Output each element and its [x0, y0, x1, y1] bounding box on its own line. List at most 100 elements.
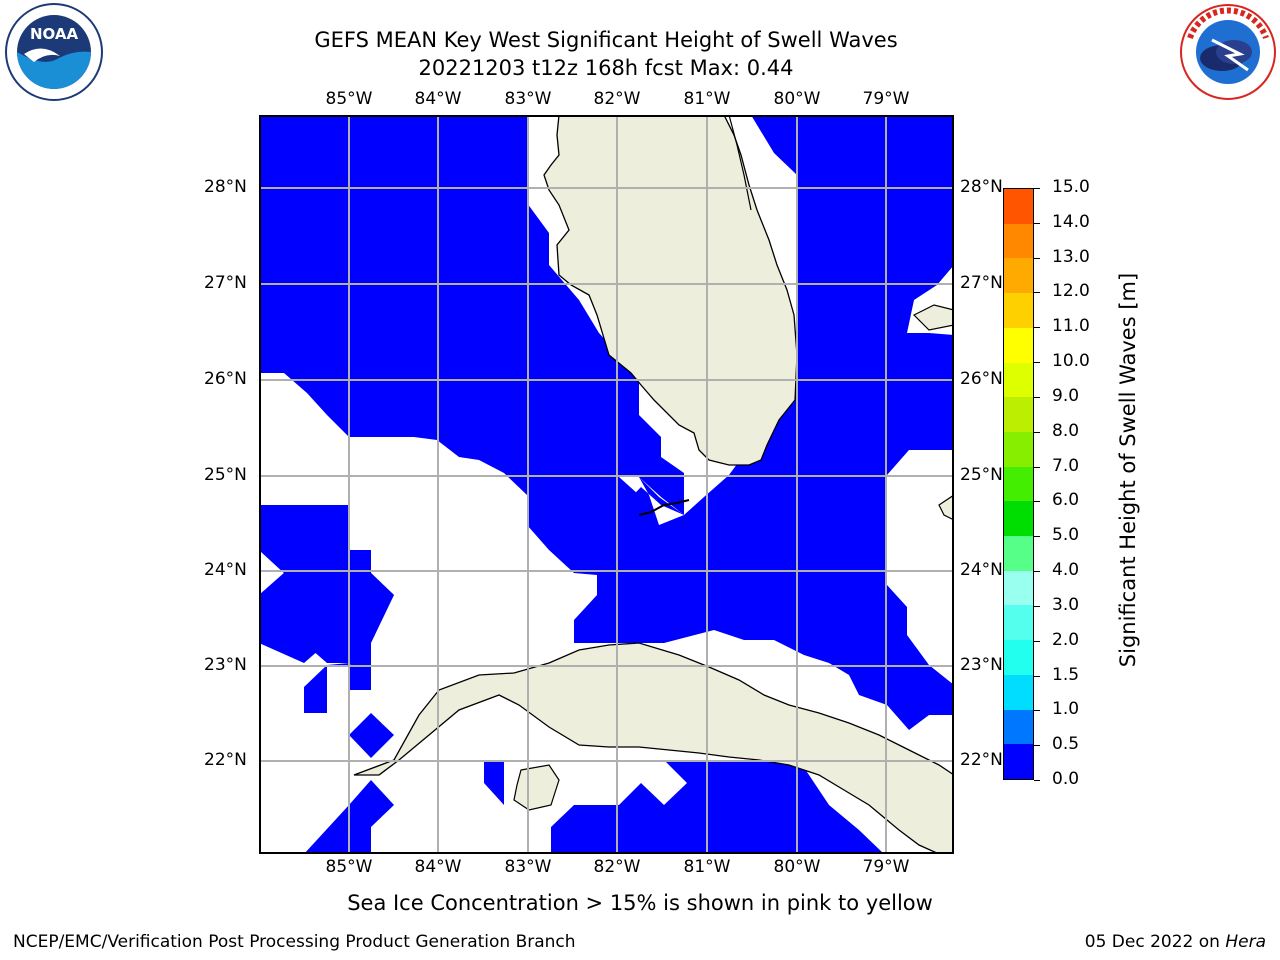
map-subtitle: 20221203 t12z 168h fcst Max: 0.44	[418, 56, 794, 80]
colorbar-segment	[1004, 501, 1033, 537]
colorbar-segment	[1004, 362, 1033, 398]
nws-logo	[1178, 2, 1278, 102]
lat-label-left-28n: 28°N	[204, 177, 247, 197]
footer-credit: NCEP/EMC/Verification Post Processing Pr…	[13, 932, 576, 952]
sea-ice-note: Sea Ice Concentration > 15% is shown in …	[347, 891, 933, 915]
colorbar-tick-mark	[1034, 501, 1040, 503]
colorbar-tick-label: 9.0	[1052, 385, 1080, 406]
lon-label-top-81w: 81°W	[683, 89, 731, 109]
colorbar-tick-label: 1.5	[1052, 664, 1080, 685]
colorbar-segment	[1004, 397, 1033, 432]
colorbar-tick-label: 11.0	[1052, 316, 1090, 337]
colorbar-tick-label: 8.0	[1052, 420, 1080, 441]
colorbar-tick-mark	[1034, 675, 1040, 677]
footer-date-text: 05 Dec 2022 on	[1084, 932, 1226, 952]
lon-label-top-82w: 82°W	[593, 89, 641, 109]
lat-label-right-27n: 27°N	[960, 273, 1003, 293]
lon-label-top-85w: 85°W	[325, 89, 373, 109]
swell-field-sw	[259, 550, 394, 690]
map-panel	[259, 114, 955, 855]
lon-label-top-79w: 79°W	[862, 89, 910, 109]
lon-label-bottom-85w: 85°W	[325, 857, 373, 877]
colorbar-segment	[1004, 466, 1033, 502]
swell-patch-5	[551, 760, 884, 854]
colorbar-tick-mark	[1034, 536, 1040, 538]
lon-label-bottom-83w: 83°W	[504, 857, 552, 877]
colorbar-tick-mark	[1034, 466, 1040, 468]
footer-date: 05 Dec 2022 on Hera	[1085, 932, 1266, 952]
lat-label-left-24n: 24°N	[204, 560, 247, 580]
colorbar-tick-mark	[1034, 640, 1040, 642]
colorbar-tick-label: 15.0	[1052, 177, 1090, 197]
lon-label-bottom-82w: 82°W	[593, 857, 641, 877]
swell-field-main	[259, 115, 954, 730]
lat-label-left-22n: 22°N	[204, 750, 247, 770]
colorbar-segment	[1004, 570, 1033, 606]
colorbar-segment	[1004, 536, 1033, 571]
colorbar-tick-label: 3.0	[1052, 594, 1080, 615]
colorbar-segment	[1004, 258, 1033, 294]
colorbar-tick-mark	[1034, 431, 1040, 433]
swell-patch-2	[349, 713, 394, 758]
colorbar-segment	[1004, 431, 1033, 467]
colorbar-tick-mark	[1034, 605, 1040, 607]
colorbar-tick-mark	[1034, 745, 1040, 747]
colorbar-segment	[1004, 744, 1033, 779]
colorbar-tick-label: 13.0	[1052, 246, 1090, 267]
colorbar-tick-mark	[1034, 780, 1040, 781]
colorbar-segment	[1004, 605, 1033, 641]
colorbar-segment	[1004, 293, 1033, 328]
lat-label-right-25n: 25°N	[960, 465, 1003, 485]
colorbar-tick-label: 10.0	[1052, 351, 1090, 372]
map-canvas	[259, 114, 955, 855]
swell-patch-1	[304, 665, 327, 713]
florida-landmass	[543, 114, 798, 466]
lon-label-bottom-81w: 81°W	[683, 857, 731, 877]
lon-label-bottom-84w: 84°W	[414, 857, 462, 877]
colorbar-tick-label: 4.0	[1052, 560, 1080, 581]
colorbar-segment	[1004, 709, 1033, 745]
colorbar-tick-mark	[1034, 292, 1040, 294]
colorbar-tick-label: 2.0	[1052, 629, 1080, 650]
colorbar-tick-label: 5.0	[1052, 525, 1080, 546]
colorbar	[1003, 188, 1034, 780]
colorbar-tick-label: 0.0	[1052, 769, 1080, 789]
lat-label-left-23n: 23°N	[204, 655, 247, 675]
lon-label-top-84w: 84°W	[414, 89, 462, 109]
colorbar-tick-mark	[1034, 571, 1040, 573]
isle-of-youth	[513, 764, 560, 811]
lon-label-top-80w: 80°W	[773, 89, 821, 109]
colorbar-segment	[1004, 223, 1033, 259]
lat-label-left-26n: 26°N	[204, 369, 247, 389]
lon-label-bottom-79w: 79°W	[862, 857, 910, 877]
colorbar-tick-label: 12.0	[1052, 281, 1090, 302]
colorbar-tick-label: 1.0	[1052, 699, 1080, 720]
colorbar-tick-mark	[1034, 222, 1040, 224]
map-frame	[259, 115, 954, 854]
swell-patch-4	[484, 760, 504, 805]
colorbar-segment	[1004, 327, 1033, 363]
lat-label-right-24n: 24°N	[960, 560, 1003, 580]
colorbar-tick-label: 7.0	[1052, 455, 1080, 476]
colorbar-label: Significant Height of Swell Waves [m]	[1116, 272, 1140, 668]
lat-label-right-28n: 28°N	[960, 177, 1003, 197]
colorbar-segment	[1004, 640, 1033, 675]
colorbar-tick-mark	[1034, 188, 1040, 189]
footer-host: Hera	[1225, 932, 1266, 952]
lat-label-left-25n: 25°N	[204, 465, 247, 485]
lon-label-bottom-80w: 80°W	[773, 857, 821, 877]
colorbar-tick-mark	[1034, 362, 1040, 364]
colorbar-tick-mark	[1034, 327, 1040, 329]
colorbar-tick-label: 0.5	[1052, 734, 1080, 755]
map-title: GEFS MEAN Key West Significant Height of…	[314, 28, 898, 52]
florida-keys	[638, 499, 690, 516]
lat-label-right-26n: 26°N	[960, 369, 1003, 389]
noaa-logo: NOAA	[4, 2, 104, 102]
svg-text:NOAA: NOAA	[30, 25, 79, 43]
colorbar-tick-label: 14.0	[1052, 211, 1090, 232]
colorbar-ticks: 0.0 0.5 1.0 1.5 2.0 3.0 4.0 5.0 6.0 7.0 8.0 9.0 10.0…	[1034, 177, 1112, 792]
graticule	[259, 115, 954, 854]
lat-label-right-22n: 22°N	[960, 750, 1003, 770]
colorbar-tick-mark	[1034, 257, 1040, 259]
colorbar-segment	[1004, 189, 1033, 224]
